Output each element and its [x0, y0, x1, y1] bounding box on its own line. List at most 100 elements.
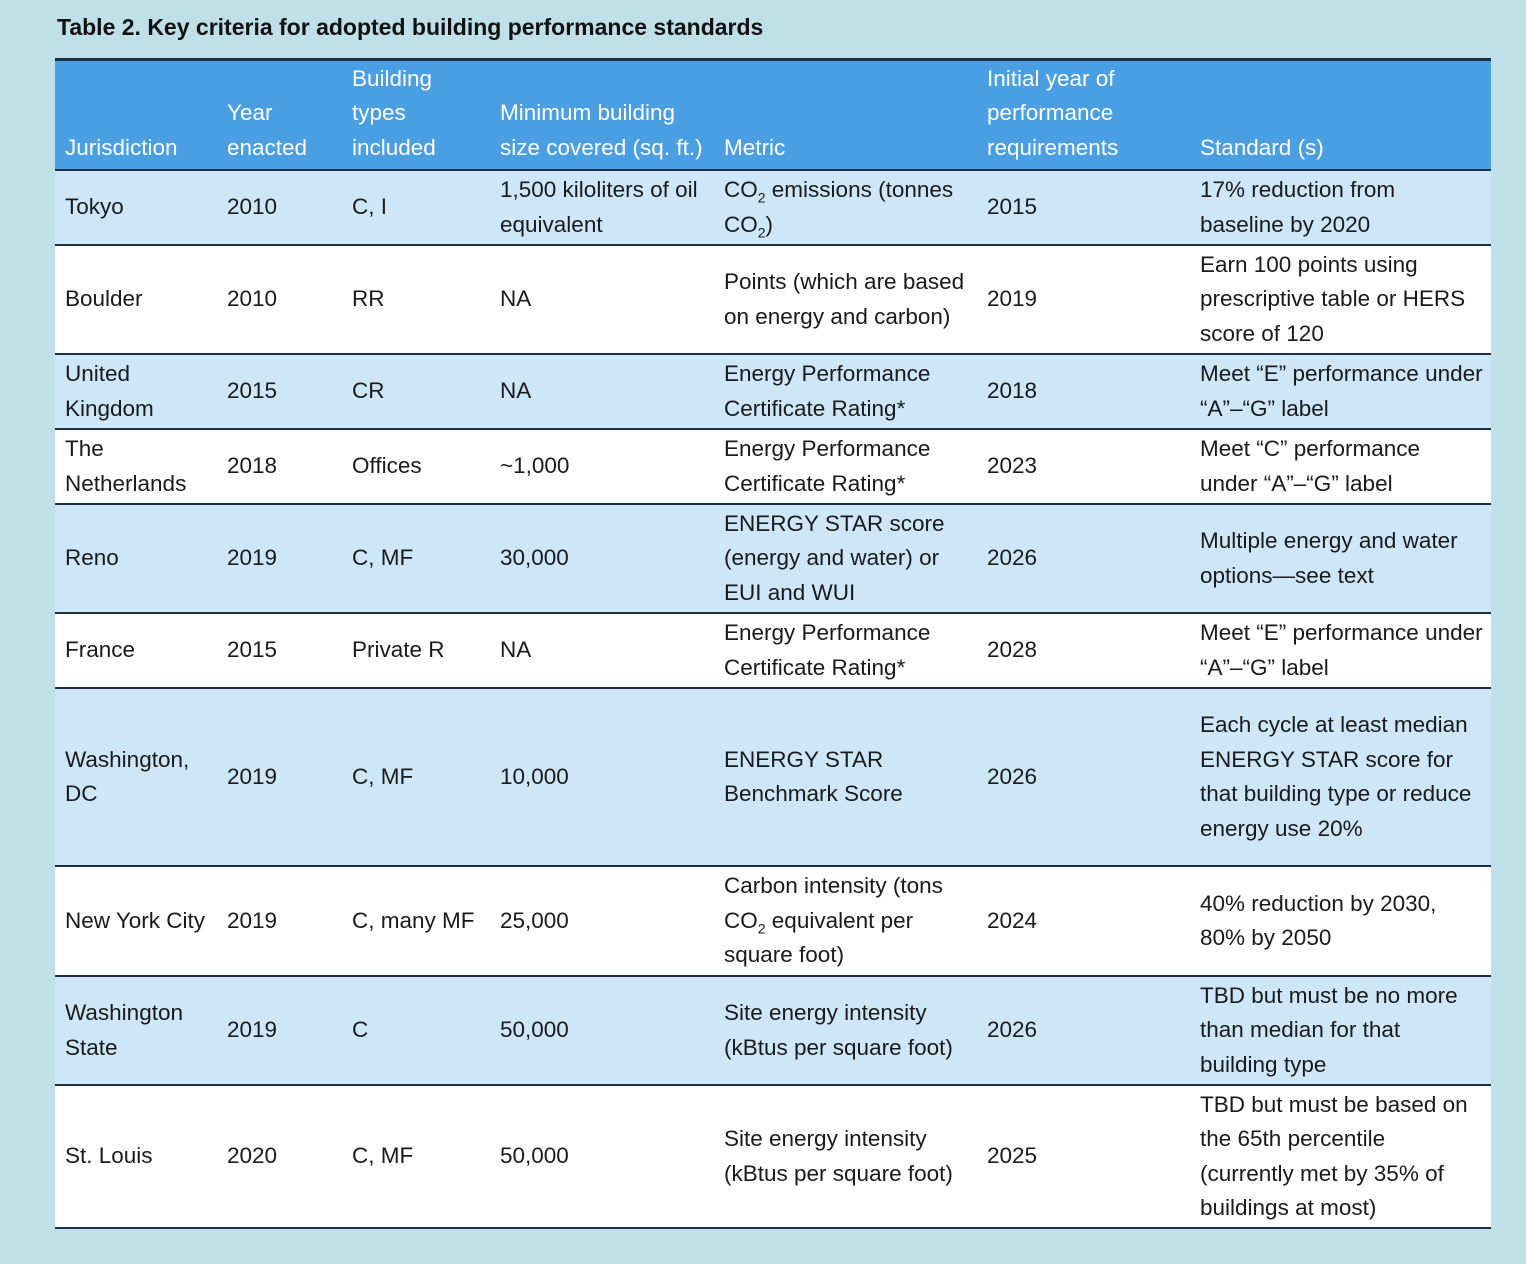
header-cell: Building types included — [342, 58, 490, 170]
cell: TBD but must be based on the 65th percen… — [1190, 1084, 1491, 1229]
cell: 2025 — [977, 1084, 1190, 1229]
cell: ENERGY STAR score (energy and water) or … — [714, 503, 977, 613]
header-row: Jurisdiction Year enacted Building types i… — [55, 58, 1491, 170]
cell: 2023 — [977, 428, 1190, 504]
cell: Energy Performance Certificate Rating* — [714, 612, 977, 688]
cell: Offices — [342, 428, 490, 504]
cell: Each cycle at least median ENERGY STAR s… — [1190, 687, 1491, 866]
header-cell: Year enacted — [217, 58, 342, 170]
table-row: Washington, DC 2019 C, MF 10,000 ENERGY STAR… — [55, 687, 1491, 866]
cell: Meet “E” performance under “A”–“G” label — [1190, 612, 1491, 688]
text-part: ) — [765, 211, 774, 237]
cell: C — [342, 975, 490, 1085]
table-row: New York City 2019 C, many MF 25,000 Carbon … — [55, 865, 1491, 976]
header-cell: Standard (s) — [1190, 58, 1491, 170]
cell: 2026 — [977, 687, 1190, 866]
cell: 50,000 — [490, 975, 714, 1085]
table-row: Reno 2019 C, MF 30,000 ENERGY STAR score (en… — [55, 503, 1491, 613]
subscript: 2 — [757, 224, 766, 240]
cell: 1,500 kiloliters of oil equivalent — [490, 169, 714, 245]
cell: 2015 — [217, 353, 342, 429]
cell: ENERGY STAR Benchmark Score — [714, 687, 977, 866]
cell: Energy Performance Certificate Rating* — [714, 428, 977, 504]
cell: 2015 — [217, 612, 342, 688]
cell: CR — [342, 353, 490, 429]
cell: C, MF — [342, 687, 490, 866]
cell: Meet “E” performance under “A”–“G” label — [1190, 353, 1491, 429]
header-cell: Metric — [714, 58, 977, 170]
cell: St. Louis — [55, 1084, 217, 1229]
cell: 2026 — [977, 503, 1190, 613]
cell: 10,000 — [490, 687, 714, 866]
cell: RR — [342, 244, 490, 354]
cell: C, MF — [342, 503, 490, 613]
table-row: Tokyo 2010 C, I 1,500 kiloliters of oil equ… — [55, 169, 1491, 245]
cell: C, I — [342, 169, 490, 245]
cell: Washington, DC — [55, 687, 217, 866]
cell: Carbon intensity (tons CO2 equivalent pe… — [714, 865, 977, 976]
text-part: equivalent per square foot) — [724, 907, 914, 968]
header-cell: Jurisdiction — [55, 58, 217, 170]
subscript: 2 — [757, 920, 766, 937]
cell: 2015 — [977, 169, 1190, 245]
cell: 50,000 — [490, 1084, 714, 1229]
cell: Reno — [55, 503, 217, 613]
cell: NA — [490, 353, 714, 429]
cell: TBD but must be no more than median for … — [1190, 975, 1491, 1085]
cell: 25,000 — [490, 865, 714, 976]
cell: Earn 100 points using prescriptive table… — [1190, 244, 1491, 354]
cell: ~1,000 — [490, 428, 714, 504]
cell: Site energy intensity (kBtus per square … — [714, 975, 977, 1085]
cell: France — [55, 612, 217, 688]
cell: Site energy intensity (kBtus per square … — [714, 1084, 977, 1229]
cell: NA — [490, 244, 714, 354]
cell: 2020 — [217, 1084, 342, 1229]
cell: CO2 emissions (tonnes CO2) — [714, 169, 977, 245]
table-title: Table 2. Key criteria for adopted buildi… — [57, 14, 764, 40]
header-cell: Minimum building size covered (sq. ft.) — [490, 58, 714, 170]
cell: United Kingdom — [55, 353, 217, 429]
cell: 2026 — [977, 975, 1190, 1085]
cell: 40% reduction by 2030, 80% by 2050 — [1190, 865, 1491, 976]
criteria-table: Jurisdiction Year enacted Building types i… — [55, 58, 1491, 1229]
cell: Points (which are based on energy and ca… — [714, 244, 977, 354]
cell: Meet “C” performance under “A”–“G” label — [1190, 428, 1491, 504]
table-body: Tokyo 2010 C, I 1,500 kiloliters of oil equ… — [55, 169, 1491, 1229]
cell: 2019 — [217, 865, 342, 976]
cell: 2010 — [217, 169, 342, 245]
cell: Washington State — [55, 975, 217, 1085]
table-row: France 2015 Private R NA Energy Performance … — [55, 612, 1491, 688]
table-row: United Kingdom 2015 CR NA Energy Performance… — [55, 353, 1491, 429]
cell: 2024 — [977, 865, 1190, 976]
cell: 2019 — [217, 975, 342, 1085]
cell: The Netherlands — [55, 428, 217, 504]
cell: New York City — [55, 865, 217, 976]
cell: 2019 — [217, 687, 342, 866]
text-part: emissions (tonnes CO — [724, 177, 954, 237]
cell: 2019 — [217, 503, 342, 613]
cell: Energy Performance Certificate Rating* — [714, 353, 977, 429]
cell: NA — [490, 612, 714, 688]
cell: 2010 — [217, 244, 342, 354]
table-row: The Netherlands 2018 Offices ~1,000 Energy P… — [55, 428, 1491, 504]
text-part: Carbon intensity (tons CO — [724, 873, 943, 933]
table-row: Washington State 2019 C 50,000 Site energy i… — [55, 975, 1491, 1085]
cell: C, MF — [342, 1084, 490, 1229]
cell: 30,000 — [490, 503, 714, 613]
header-cell: Initial year of performance requirements — [977, 58, 1190, 170]
cell: 17% reduction from baseline by 2020 — [1190, 169, 1491, 245]
text-part: CO — [724, 177, 758, 202]
cell: Private R — [342, 612, 490, 688]
cell: 2018 — [977, 353, 1190, 429]
table-row: Boulder 2010 RR NA Points (which are based o… — [55, 244, 1491, 354]
cell: Tokyo — [55, 169, 217, 245]
cell: 2018 — [217, 428, 342, 504]
subscript: 2 — [757, 189, 766, 206]
table-row: St. Louis 2020 C, MF 50,000 Site energy inte… — [55, 1084, 1491, 1229]
cell: C, many MF — [342, 865, 490, 976]
cell: 2028 — [977, 612, 1190, 688]
cell: Multiple energy and water options—see te… — [1190, 503, 1491, 613]
cell: 2019 — [977, 244, 1190, 354]
cell: Boulder — [55, 244, 217, 354]
